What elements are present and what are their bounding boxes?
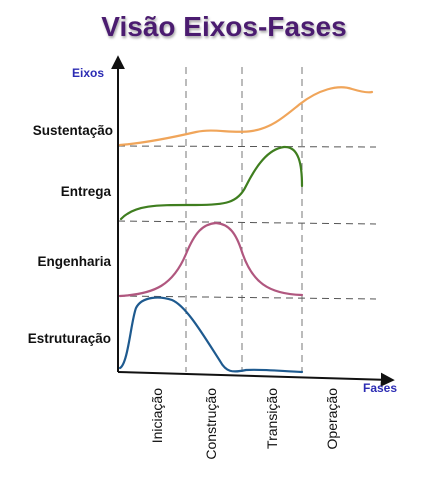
row-label-engenharia: Engenharia (37, 254, 111, 269)
row-separator-1 (117, 145, 377, 148)
row-separators (117, 145, 377, 300)
sustentacao-curve (118, 86, 374, 147)
engenharia-curve (118, 221, 304, 298)
x-axis (117, 371, 395, 387)
row-label-estruturacao: Estruturação (28, 331, 111, 346)
estruturacao-curve (118, 296, 304, 374)
phase-label-iniciacao: Iniciação (149, 388, 165, 443)
curves (118, 86, 374, 374)
phase-labels: Iniciação Construção Transição Operação (149, 388, 340, 460)
entrega-curve (119, 145, 304, 221)
y-axis-label: Eixos (72, 66, 104, 80)
diagram-title: Visão Eixos-Fases (101, 11, 346, 42)
phase-label-operacao: Operação (324, 388, 340, 450)
x-axis-label: Fases (363, 381, 397, 395)
phase-label-transicao: Transição (264, 388, 280, 449)
row-label-sustentacao: Sustentação (33, 123, 113, 138)
phase-separators (185, 67, 303, 372)
phase-label-construcao: Construção (203, 388, 219, 460)
row-label-entrega: Entrega (61, 184, 112, 199)
row-separator-2 (117, 220, 377, 225)
